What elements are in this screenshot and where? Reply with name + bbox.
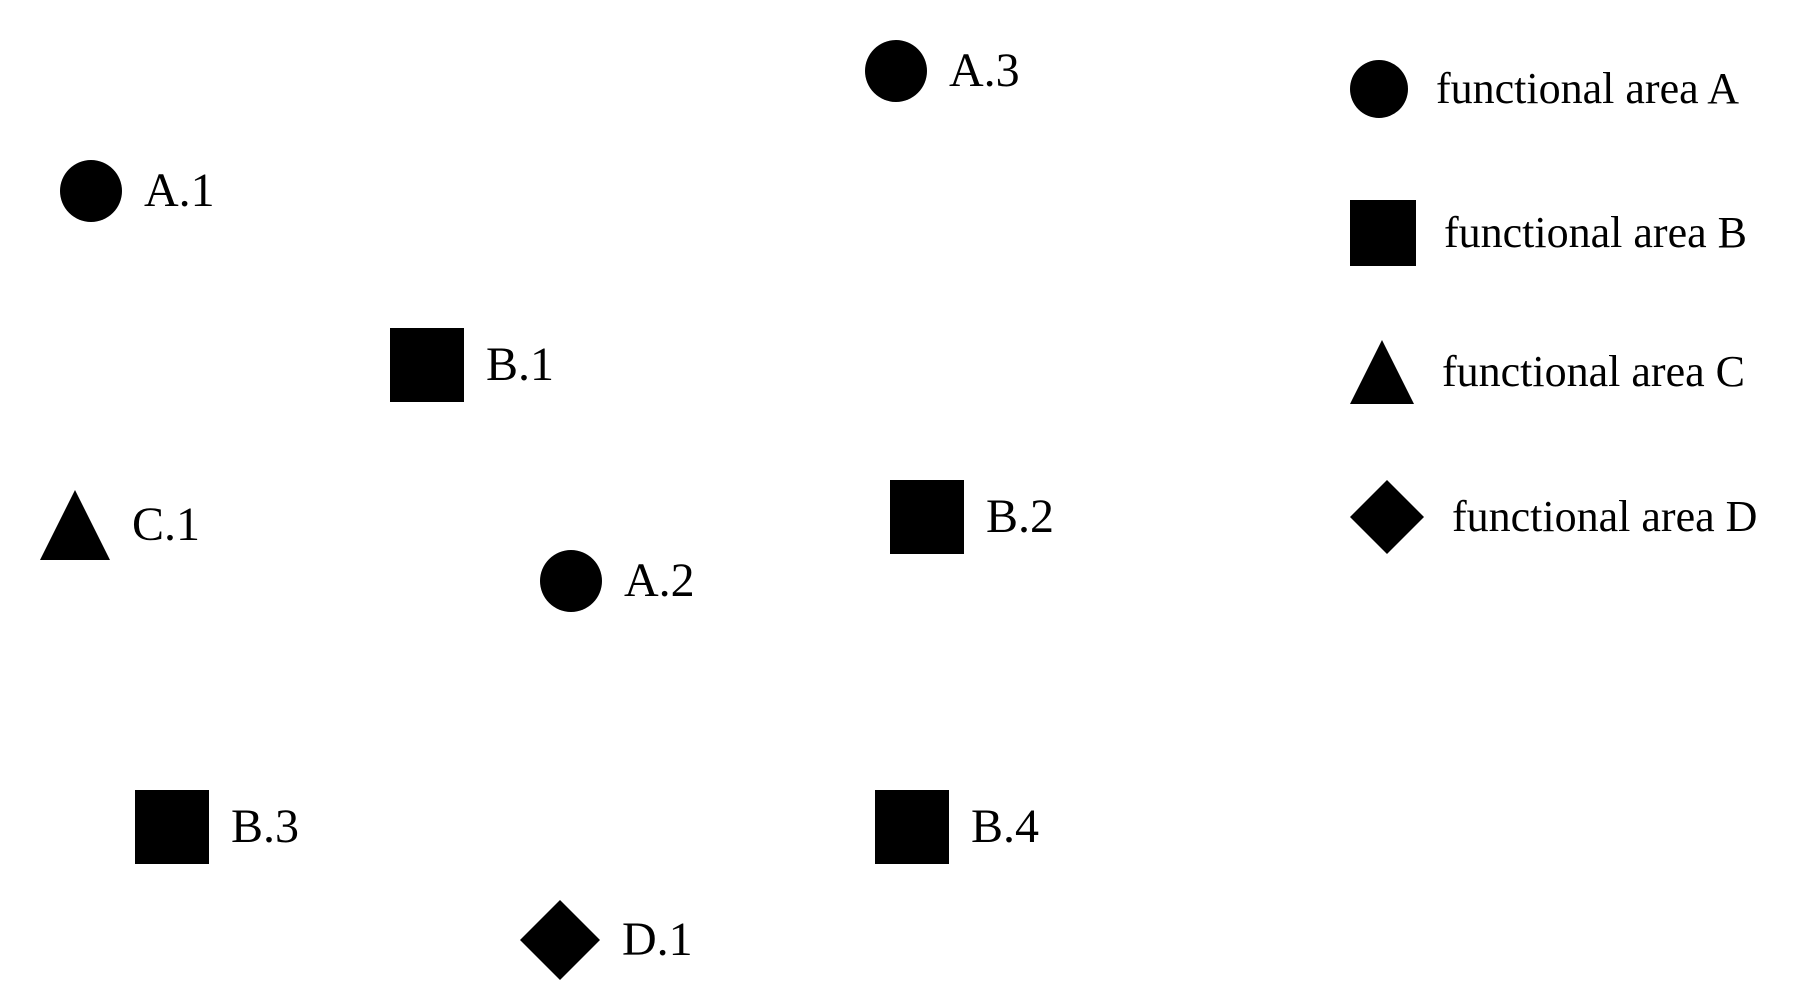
circle-icon <box>1350 60 1408 118</box>
triangle-icon <box>40 490 110 560</box>
circle-icon <box>60 160 122 222</box>
node-label-b4: B.4 <box>971 803 1039 851</box>
node-label-c1: C.1 <box>132 501 200 549</box>
square-icon <box>890 480 964 554</box>
node-label-a1: A.1 <box>144 167 215 215</box>
node-label-b2: B.2 <box>986 493 1054 541</box>
diamond-icon <box>1350 480 1424 554</box>
legend-label-a: functional area A <box>1436 67 1739 111</box>
node-a1: A.1 <box>60 160 215 222</box>
node-label-d1: D.1 <box>622 916 693 964</box>
node-b3: B.3 <box>135 790 299 864</box>
node-b4: B.4 <box>875 790 1039 864</box>
node-label-b1: B.1 <box>486 341 554 389</box>
circle-icon <box>540 550 602 612</box>
legend-item-a: functional area A <box>1350 60 1739 118</box>
legend-item-c: functional area C <box>1350 340 1745 404</box>
triangle-icon <box>1350 340 1414 404</box>
node-d1: D.1 <box>520 900 693 980</box>
square-icon <box>1350 200 1416 266</box>
node-c1: C.1 <box>40 490 200 560</box>
square-icon <box>390 328 464 402</box>
node-a3: A.3 <box>865 40 1020 102</box>
node-a2: A.2 <box>540 550 695 612</box>
square-icon <box>135 790 209 864</box>
node-label-b3: B.3 <box>231 803 299 851</box>
legend-item-d: functional area D <box>1350 480 1757 554</box>
node-b1: B.1 <box>390 328 554 402</box>
legend-label-c: functional area C <box>1442 350 1745 394</box>
legend-item-b: functional area B <box>1350 200 1747 266</box>
legend-label-d: functional area D <box>1452 495 1757 539</box>
node-label-a3: A.3 <box>949 47 1020 95</box>
square-icon <box>875 790 949 864</box>
diagram-canvas: A.3 A.1 B.1 C.1 B.2 A.2 B.3 B.4 D.1 func… <box>0 0 1812 997</box>
circle-icon <box>865 40 927 102</box>
node-label-a2: A.2 <box>624 557 695 605</box>
legend-label-b: functional area B <box>1444 211 1747 255</box>
node-b2: B.2 <box>890 480 1054 554</box>
diamond-icon <box>520 900 600 980</box>
